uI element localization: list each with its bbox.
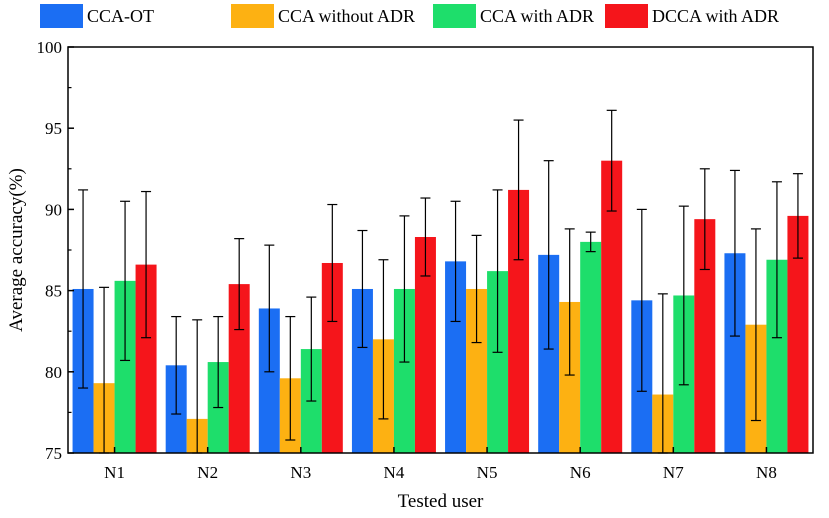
errorbar-cca-ot-n1 <box>78 189 89 389</box>
bar-dcca-with-adr-n8 <box>787 215 809 453</box>
legend-label: DCCA with ADR <box>652 6 779 26</box>
errorbar-dcca-with-adr-n1 <box>141 190 152 339</box>
errorbar-dcca-with-adr-n3 <box>327 203 338 323</box>
bar-cca-with-adr-n4 <box>393 288 415 453</box>
errorbars-layer <box>78 109 803 454</box>
bar-dcca-with-adr-n6 <box>601 160 623 453</box>
errorbar-cca-with-adr-n4 <box>399 215 410 363</box>
x-axis-title: Tested user <box>398 491 484 512</box>
y-tick-label: 90 <box>45 200 62 219</box>
errorbar-cca-ot-n8 <box>729 169 740 337</box>
bar-dcca-with-adr-n3 <box>321 262 343 453</box>
x-tick-label-n5: N5 <box>477 463 498 482</box>
y-tick-label: 95 <box>45 119 62 138</box>
errorbar-cca-ot-n3 <box>264 244 275 373</box>
bar-cca-with-adr-n5 <box>487 271 509 453</box>
x-tick-label-n6: N6 <box>570 463 591 482</box>
y-tick-label: 80 <box>45 363 62 382</box>
x-tick-label-n3: N3 <box>290 463 311 482</box>
legend-item-dcca-with-adr: DCCA with ADR <box>605 4 779 28</box>
bar-dcca-with-adr-n1 <box>135 264 157 453</box>
errorbar-dcca-with-adr-n5 <box>513 119 524 261</box>
errorbar-cca-ot-n4 <box>357 229 368 349</box>
legend-label: CCA without ADR <box>278 6 415 26</box>
y-axis-title: Average accuracy(%) <box>6 168 27 332</box>
errorbar-cca-with-adr-n6 <box>585 231 596 253</box>
bars-layer <box>72 160 809 454</box>
y-tick-label: 100 <box>37 38 63 57</box>
errorbar-cca-with-adr-n3 <box>306 296 317 402</box>
y-tick-label: 75 <box>45 444 62 463</box>
legend-item-cca-without-adr: CCA without ADR <box>231 4 415 28</box>
errorbar-cca-ot-n6 <box>543 160 554 350</box>
legend-label: CCA-OT <box>87 6 154 26</box>
bar-cca-with-adr-n6 <box>580 241 602 453</box>
bar-cca-with-adr-n8 <box>766 259 788 453</box>
bar-cca-without-adr-n6 <box>559 301 581 453</box>
legend: CCA-OT CCA without ADR CCA with ADR DCCA wi… <box>40 4 779 28</box>
errorbar-cca-without-adr-n4 <box>378 259 389 420</box>
y-axis: 75 80 85 90 95 100 <box>37 38 74 463</box>
bar-cca-ot-n3 <box>258 308 280 453</box>
errorbar-dcca-with-adr-n4 <box>420 197 431 277</box>
x-axis: N1 N2 N3 N4 N5 N6 N7 N8 <box>104 447 777 482</box>
legend-swatch <box>433 4 476 28</box>
bar-dcca-with-adr-n5 <box>508 189 530 454</box>
legend-item-cca-ot: CCA-OT <box>40 4 154 28</box>
bar-cca-with-adr-n1 <box>114 280 136 453</box>
bar-cca-ot-n4 <box>351 288 373 453</box>
errorbar-cca-with-adr-n8 <box>771 181 782 339</box>
errorbar-cca-ot-n7 <box>636 208 647 392</box>
errorbar-cca-without-adr-n8 <box>750 228 761 422</box>
x-tick-label-n1: N1 <box>104 463 125 482</box>
errorbar-cca-without-adr-n5 <box>471 234 482 344</box>
x-tick-label-n2: N2 <box>197 463 218 482</box>
legend-swatch <box>231 4 274 28</box>
legend-swatch <box>40 4 83 28</box>
x-tick-label-n7: N7 <box>663 463 684 482</box>
y-tick-label: 85 <box>45 282 62 301</box>
errorbar-dcca-with-adr-n7 <box>699 168 710 271</box>
errorbar-cca-with-adr-n1 <box>120 200 131 362</box>
bar-dcca-with-adr-n4 <box>414 237 436 453</box>
errorbar-dcca-with-adr-n8 <box>792 173 803 259</box>
errorbar-cca-ot-n2 <box>171 315 182 415</box>
bar-cca-without-adr-n5 <box>466 288 488 453</box>
errorbar-cca-with-adr-n7 <box>678 205 689 386</box>
bar-cca-ot-n8 <box>724 253 746 453</box>
errorbar-dcca-with-adr-n6 <box>606 109 617 212</box>
errorbar-cca-ot-n5 <box>450 200 461 323</box>
legend-label: CCA with ADR <box>480 6 594 26</box>
legend-swatch <box>605 4 648 28</box>
bar-cca-ot-n6 <box>538 254 560 453</box>
errorbar-cca-with-adr-n2 <box>213 315 224 409</box>
bar-dcca-with-adr-n2 <box>228 284 250 453</box>
x-tick-label-n4: N4 <box>384 463 405 482</box>
errorbar-dcca-with-adr-n2 <box>234 238 245 331</box>
x-tick-label-n8: N8 <box>756 463 777 482</box>
errorbar-cca-without-adr-n3 <box>285 315 296 441</box>
legend-item-cca-with-adr: CCA with ADR <box>433 4 594 28</box>
errorbar-cca-with-adr-n5 <box>492 189 503 353</box>
errorbar-cca-without-adr-n6 <box>564 228 575 376</box>
bar-dcca-with-adr-n7 <box>694 219 716 453</box>
bar-cca-ot-n5 <box>445 261 467 453</box>
